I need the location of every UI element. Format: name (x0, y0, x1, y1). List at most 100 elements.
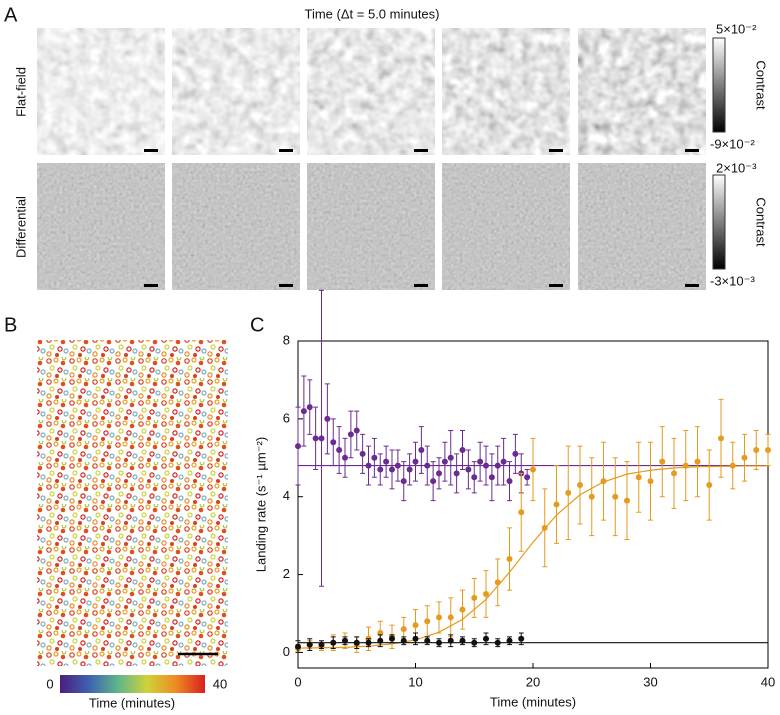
panel-letter: A (4, 4, 18, 26)
data-point (647, 478, 654, 485)
data-point (312, 435, 319, 442)
data-point (518, 509, 525, 516)
data-point (453, 470, 460, 477)
row-label: Flat-field (13, 67, 28, 117)
data-point (483, 462, 489, 469)
y-axis-label: Landing rate (s⁻¹ µm⁻²) (253, 437, 268, 572)
data-point (506, 478, 513, 485)
x-tick-label: 0 (294, 674, 301, 689)
data-point (624, 497, 630, 504)
data-point (342, 454, 348, 461)
data-point (447, 637, 454, 644)
data-point (718, 435, 724, 442)
data-point (494, 462, 501, 469)
data-point (494, 639, 501, 646)
data-point (471, 474, 478, 481)
micrograph (37, 28, 165, 155)
data-point (753, 447, 760, 453)
colorbar-min: 0 (46, 676, 53, 691)
colorbar-max: 5×10⁻² (716, 21, 757, 36)
data-point (371, 454, 378, 461)
data-point (412, 458, 419, 465)
micrograph (172, 28, 300, 155)
data-point (577, 482, 583, 489)
micrograph (172, 163, 300, 290)
colorbar-max: 2×10⁻³ (716, 160, 757, 175)
colorbar-label: Time (minutes) (89, 695, 175, 710)
data-point (494, 579, 501, 586)
data-point (682, 462, 689, 469)
data-point (400, 626, 407, 633)
scale-bar (279, 284, 293, 287)
data-point (477, 458, 484, 465)
panel-letter: C (250, 314, 264, 336)
data-point (424, 618, 431, 625)
data-point (436, 639, 442, 646)
data-point (400, 478, 407, 485)
data-point (406, 466, 413, 473)
data-point (359, 450, 366, 457)
data-point (500, 458, 507, 465)
y-tick-label: 0 (283, 644, 290, 659)
data-point (483, 635, 489, 642)
fit-line (297, 465, 768, 649)
data-point (506, 637, 513, 644)
colorbar-min: -3×10⁻³ (710, 273, 755, 288)
data-point (518, 635, 525, 642)
data-point (424, 637, 431, 644)
data-point (447, 454, 454, 461)
data-point (465, 466, 472, 473)
scale-bar (279, 149, 293, 152)
micrograph (578, 163, 706, 290)
row-label: Differential (13, 196, 28, 258)
colorbar-min: -9×10⁻² (710, 136, 755, 151)
data-point (394, 462, 401, 469)
data-point (353, 639, 360, 646)
data-point (635, 474, 642, 481)
data-point (330, 439, 337, 446)
micrograph (442, 28, 570, 155)
scale-bar (414, 149, 428, 152)
data-point (729, 462, 736, 469)
data-point (524, 474, 531, 481)
data-point (353, 427, 360, 434)
data-point (295, 443, 301, 450)
micrograph (578, 28, 706, 155)
y-tick-label: 8 (283, 332, 290, 347)
data-point (447, 614, 454, 621)
data-point (330, 639, 337, 646)
data-point (441, 458, 448, 465)
scale-bar (549, 284, 563, 287)
data-point (300, 408, 307, 415)
data-point (459, 447, 466, 453)
colorbar (60, 675, 205, 693)
data-point (659, 458, 666, 465)
micrograph (307, 28, 435, 155)
data-point (306, 404, 313, 411)
x-tick-label: 40 (761, 674, 775, 689)
plot-frame (297, 340, 769, 669)
data-point (318, 641, 325, 648)
data-point (694, 458, 701, 465)
data-point (506, 556, 513, 562)
data-point (530, 466, 536, 473)
colorbar (712, 37, 726, 133)
data-point (436, 470, 442, 477)
micrograph (442, 163, 570, 290)
data-point (565, 489, 572, 496)
data-point (389, 635, 395, 642)
data-point (347, 431, 354, 438)
data-point (377, 637, 384, 644)
data-point (600, 478, 607, 485)
data-point (483, 591, 489, 598)
data-point (471, 594, 478, 601)
colorbar-label: Contrast (754, 197, 769, 247)
data-point (412, 622, 419, 629)
data-point (400, 637, 407, 644)
data-point (612, 493, 619, 500)
data-point (389, 466, 395, 473)
y-tick-label: 2 (283, 566, 290, 581)
x-axis-label: Time (minutes) (490, 694, 576, 709)
data-point (459, 637, 466, 644)
